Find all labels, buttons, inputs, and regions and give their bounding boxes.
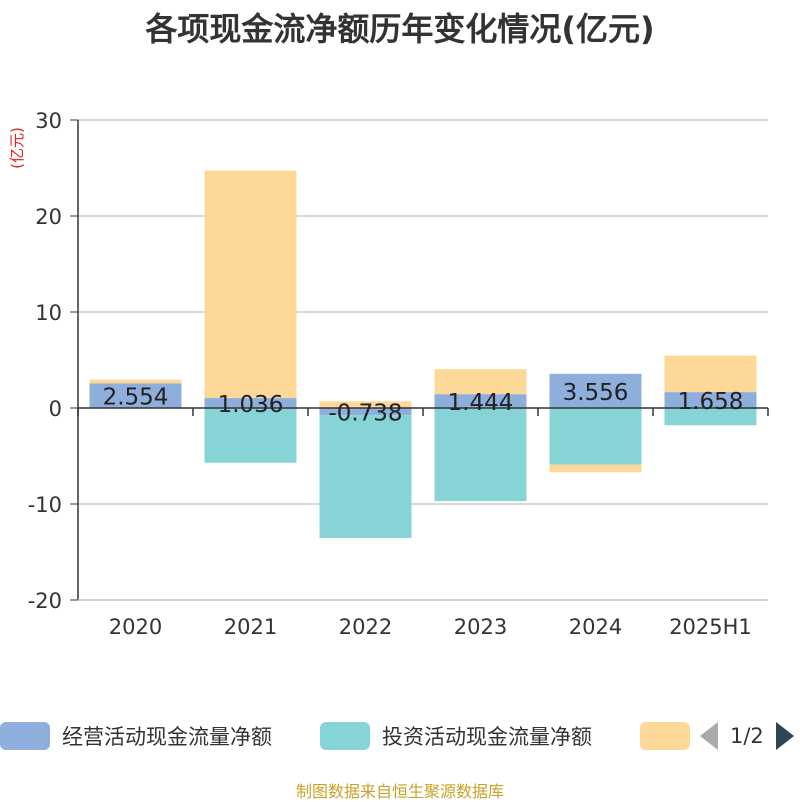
legend-item-investing-cashflow[interactable]: 投资活动现金流量净额 [320, 716, 592, 756]
data-label-2025H1: 1.658 [678, 389, 744, 415]
legend-item-third-series[interactable] [640, 716, 690, 756]
data-label-2023: 1.444 [448, 390, 514, 416]
data-label-2022: -0.738 [328, 401, 402, 427]
y-axis-title: (亿元) [8, 127, 26, 169]
data-label-2020: 2.554 [103, 385, 169, 411]
legend-swatch-investing [320, 722, 370, 750]
y-tick-label--20: -20 [28, 589, 62, 613]
x-tick-label-2021: 2021 [224, 615, 277, 639]
bar-2024-series-2 [549, 464, 642, 473]
bar-2022-series-0 [319, 408, 412, 416]
x-tick-label-2024: 2024 [569, 615, 622, 639]
bars [89, 170, 757, 538]
bar-2023-series-2 [434, 369, 527, 395]
bar-2022-series-1 [319, 415, 412, 538]
legend-page-indicator: 1/2 [730, 724, 764, 748]
bar-2024-series-1 [549, 408, 642, 465]
bar-2020-series-2 [89, 379, 182, 384]
chart-title: 各项现金流净额历年变化情况(亿元) [145, 10, 655, 48]
bar-2025H1-series-0 [664, 392, 757, 408]
source-note: 制图数据来自恒生聚源数据库 [295, 782, 504, 801]
bar-2020-series-0 [89, 383, 182, 408]
data-label-2021: 1.036 [218, 392, 284, 418]
y-tick-label--10: -10 [28, 493, 62, 517]
legend: 经营活动现金流量净额 投资活动现金流量净额 1/2 [0, 716, 800, 756]
legend-pager: 1/2 [700, 716, 794, 756]
x-tick-label-2020: 2020 [109, 615, 162, 639]
bar-2021-series-1 [204, 408, 297, 463]
x-tick-label-2022: 2022 [339, 615, 392, 639]
x-tick-label-2025H1: 2025H1 [669, 615, 752, 639]
y-tick-label-10: 10 [35, 301, 62, 325]
bar-2021-series-2 [204, 170, 297, 399]
bar-2025H1-series-1 [664, 408, 757, 426]
y-tick-label-20: 20 [35, 205, 62, 229]
legend-prev-page-icon[interactable] [700, 722, 718, 750]
legend-label-investing: 投资活动现金流量净额 [382, 725, 592, 749]
bar-2021-series-0 [204, 398, 297, 408]
legend-label-operating: 经营活动现金流量净额 [62, 725, 272, 749]
x-tick-label-2023: 2023 [454, 615, 507, 639]
bar-2024-series-0 [549, 373, 642, 408]
data-labels: 2.554 1.036 -0.738 1.444 3.556 1.658 [103, 380, 744, 427]
bar-2022-series-2 [319, 401, 412, 408]
data-label-2024: 3.556 [563, 380, 629, 406]
legend-swatch-operating [0, 722, 50, 750]
legend-item-operating-cashflow[interactable]: 经营活动现金流量净额 [0, 716, 272, 756]
y-tick-label-30: 30 [35, 109, 62, 133]
y-tick-label-0: 0 [49, 397, 62, 421]
bar-2023-series-0 [434, 394, 527, 408]
legend-next-page-icon[interactable] [775, 722, 794, 750]
axes: 30 20 10 0 -10 -20 2020 2021 2022 2023 2024 2025H1 [28, 109, 769, 639]
bar-2023-series-1 [434, 408, 527, 502]
bar-2025H1-series-2 [664, 355, 757, 393]
legend-swatch-third [640, 722, 690, 750]
